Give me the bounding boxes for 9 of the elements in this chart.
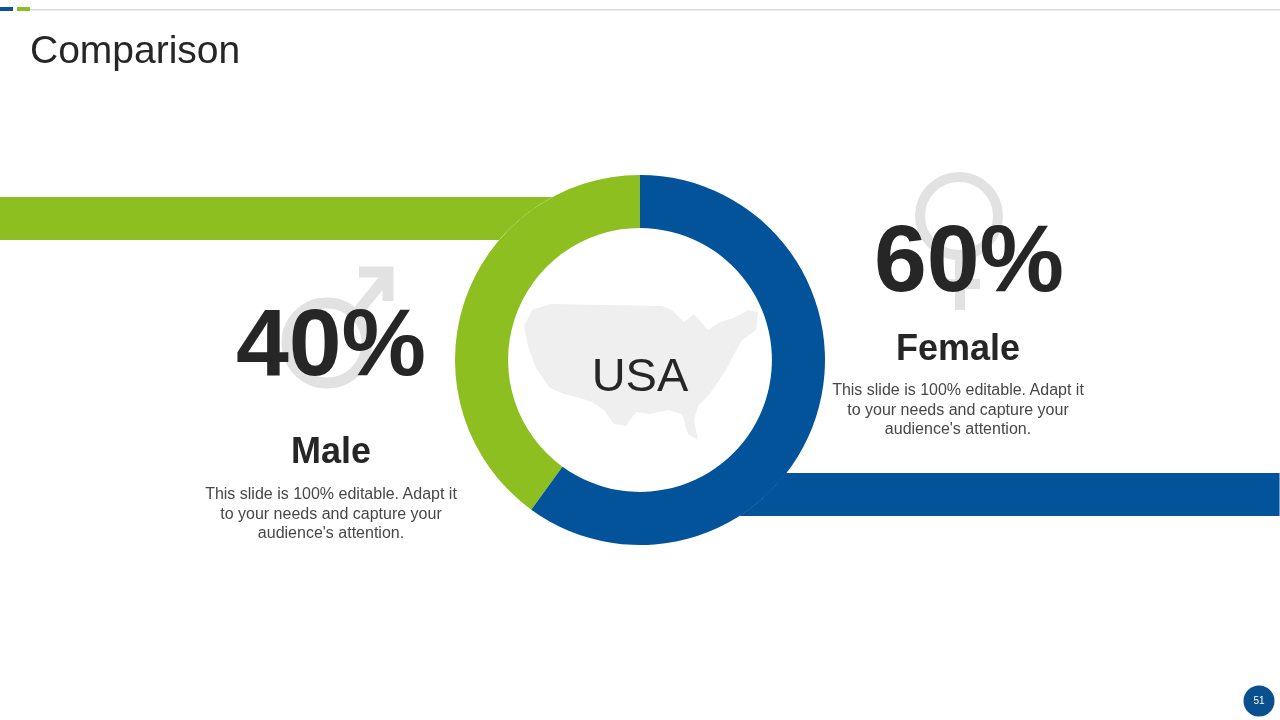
slice-label: Female [894, 327, 1022, 368]
text: USA [590, 348, 690, 401]
data-label: 60% [872, 205, 1066, 311]
text: 51 [1252, 694, 1266, 708]
data-label: 40% [234, 289, 428, 395]
text: This slide is 100% editable. Adapt it to your needs and capture your audience's attention. [204, 484, 458, 543]
text: This slide is 100% editable. Adapt it to your needs and capture your audience's attention. [831, 380, 1085, 439]
chart-title: Comparison [30, 28, 241, 71]
slice-label: Male [289, 430, 372, 471]
